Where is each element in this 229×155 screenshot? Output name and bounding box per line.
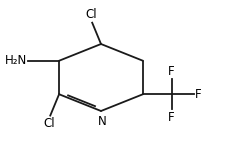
Text: H₂N: H₂N [5,54,27,67]
Text: F: F [194,88,201,101]
Text: N: N [97,115,106,128]
Text: F: F [167,65,174,78]
Text: Cl: Cl [85,9,96,22]
Text: Cl: Cl [43,117,55,130]
Text: F: F [167,111,174,124]
